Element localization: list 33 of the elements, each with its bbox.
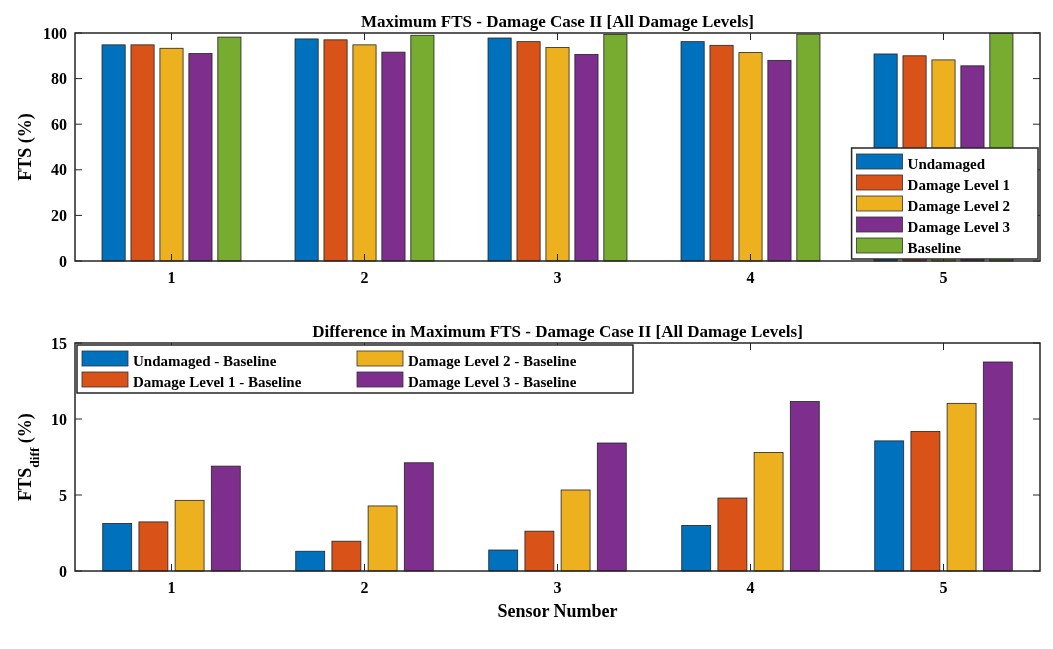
y-tick-label: 15	[51, 334, 67, 352]
chart-title: Difference in Maximum FTS - Damage Case II [All Damage Levels]	[312, 322, 803, 341]
y-tick-label: 80	[51, 70, 67, 88]
legend-label: Damage Level 1 - Baseline	[133, 373, 302, 390]
x-tick-label: 4	[746, 269, 755, 286]
legend-label: Damage Level 2 - Baseline	[408, 352, 577, 369]
y-tick-label: 0	[59, 562, 67, 580]
legend-label: Damage Level 1	[907, 176, 1011, 193]
chart-title: Maximum FTS - Damage Case II [All Damage Levels]	[361, 12, 754, 31]
x-tick-label: 3	[553, 269, 562, 286]
legend-label: Undamaged	[907, 155, 986, 172]
x-tick-label: 3	[553, 579, 562, 596]
legend-label: Damage Level 3	[907, 218, 1011, 235]
y-tick-label: 5	[59, 486, 67, 504]
x-tick-label: 5	[939, 269, 948, 286]
x-tick-label: 1	[167, 269, 176, 286]
legend-label: Baseline	[907, 239, 962, 256]
y-tick-label: 10	[51, 410, 67, 428]
y-tick-label: 0	[59, 252, 67, 270]
legend-label: Undamaged - Baseline	[133, 352, 277, 369]
legend-label: Damage Level 3 - Baseline	[408, 373, 577, 390]
x-tick-label: 4	[746, 579, 755, 596]
y-tick-label: 20	[51, 207, 67, 224]
y-tick-label: 100	[43, 24, 67, 42]
y-tick-label: 40	[51, 161, 67, 179]
y-tick-label: 60	[51, 115, 67, 133]
x-tick-label: 5	[939, 579, 948, 596]
x-tick-label: 2	[360, 579, 369, 596]
legend-label: Damage Level 2	[907, 197, 1011, 214]
y-axis-title: FTS (%)	[15, 113, 36, 181]
x-axis-title: Sensor Number	[497, 601, 618, 621]
x-tick-label: 2	[360, 269, 369, 286]
x-tick-label: 1	[167, 579, 176, 596]
